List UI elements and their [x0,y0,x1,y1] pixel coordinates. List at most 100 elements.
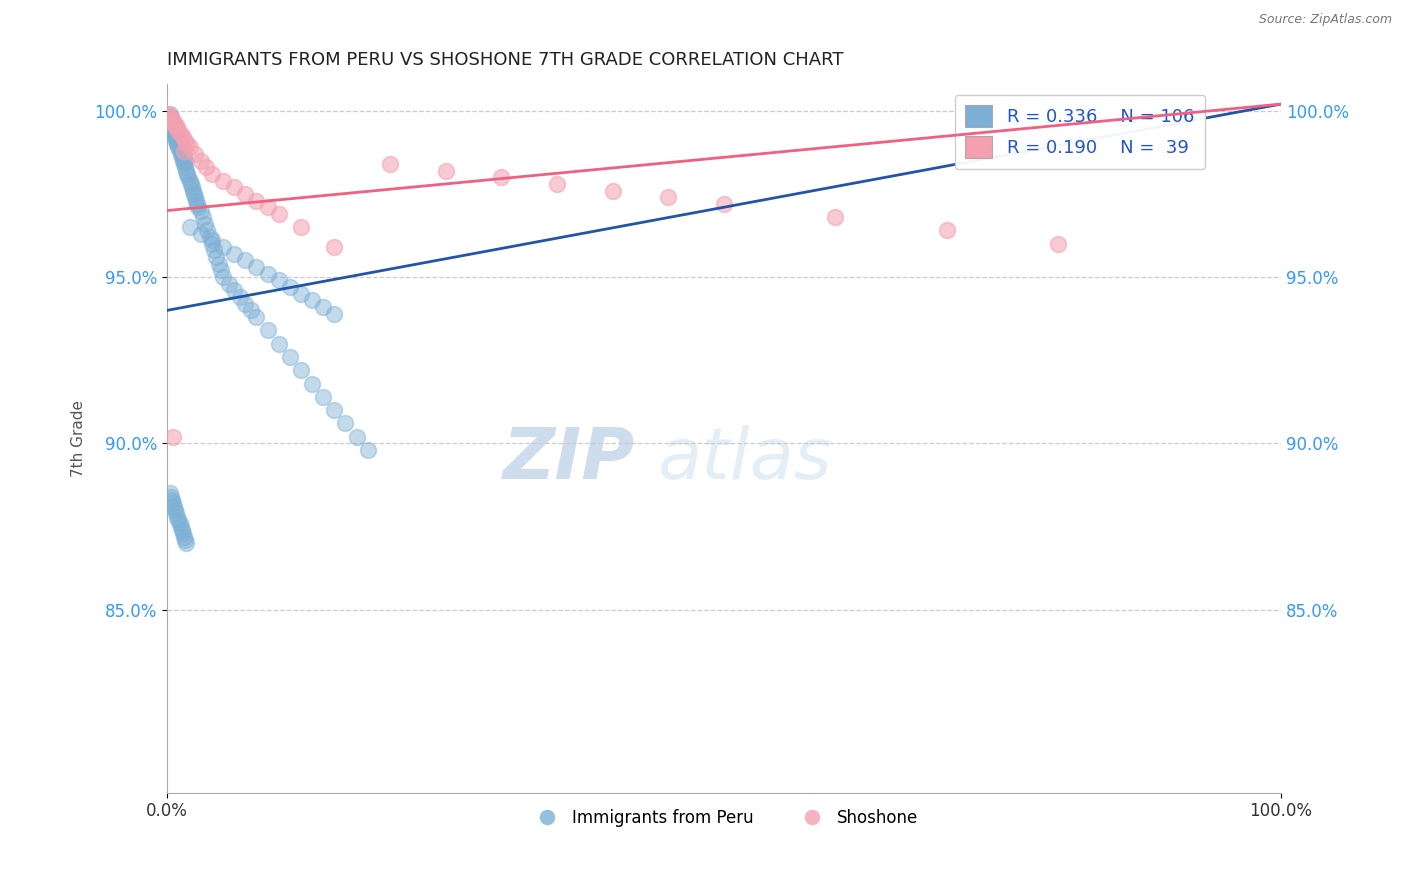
Point [162,430,184,444]
Point [205,250,228,264]
Point [183,186,205,201]
Point [172,130,194,145]
Point [174,161,197,175]
Point [267,336,290,351]
Point [824,210,846,224]
Point [191,210,214,224]
Point [173,150,195,164]
Point [167,134,190,148]
Text: IMMIGRANTS FROM PERU VS SHOSHONE 7TH GRADE CORRELATION CHART: IMMIGRANTS FROM PERU VS SHOSHONE 7TH GRA… [167,51,844,69]
Point [335,417,357,431]
Point [657,190,679,204]
Point [602,184,624,198]
Point [169,144,191,158]
Point [165,503,187,517]
Point [180,180,202,194]
Point [176,167,198,181]
Text: ZIP: ZIP [503,425,636,494]
Point [245,310,267,324]
Point [184,190,207,204]
Point [207,257,229,271]
Point [181,184,204,198]
Point [278,280,301,294]
Point [290,363,312,377]
Point [1047,236,1070,251]
Point [162,117,184,131]
Point [167,136,190,151]
Point [173,144,195,158]
Point [160,113,183,128]
Point [209,263,232,277]
Point [301,376,323,391]
Point [228,290,250,304]
Point [159,113,181,128]
Point [159,486,181,500]
Point [323,403,346,417]
Point [190,153,212,168]
Point [239,303,262,318]
Point [173,157,195,171]
Text: Source: ZipAtlas.com: Source: ZipAtlas.com [1258,13,1392,27]
Point [224,180,246,194]
Point [224,284,246,298]
Point [245,194,267,208]
Point [166,120,188,135]
Point [180,177,202,191]
Point [245,260,267,274]
Point [166,136,188,151]
Point [169,140,191,154]
Point [163,120,186,135]
Point [346,430,368,444]
Point [165,134,187,148]
Point [160,113,183,128]
Point [162,120,184,135]
Legend: Immigrants from Peru, Shoshone: Immigrants from Peru, Shoshone [523,803,925,834]
Point [167,124,190,138]
Point [167,130,190,145]
Point [190,203,212,218]
Point [179,173,201,187]
Point [212,270,235,285]
Point [159,111,181,125]
Point [159,490,181,504]
Point [165,130,187,145]
Point [197,223,219,237]
Point [170,523,193,537]
Point [278,350,301,364]
Point [169,136,191,151]
Point [190,227,212,241]
Point [184,147,207,161]
Point [179,140,201,154]
Point [935,223,957,237]
Point [179,220,201,235]
Point [187,200,209,214]
Point [312,300,335,314]
Point [163,127,186,141]
Y-axis label: 7th Grade: 7th Grade [72,400,86,477]
Point [312,390,335,404]
Point [177,170,200,185]
Point [212,240,235,254]
Point [159,117,181,131]
Point [157,111,180,125]
Point [162,496,184,510]
Point [176,136,198,151]
Point [167,140,190,154]
Point [167,513,190,527]
Point [172,147,194,161]
Point [267,207,290,221]
Point [301,293,323,308]
Point [323,307,346,321]
Point [218,277,240,291]
Point [169,147,191,161]
Point [165,127,187,141]
Point [198,230,221,244]
Point [166,134,188,148]
Point [224,246,246,260]
Point [256,323,278,337]
Point [172,526,194,541]
Point [173,529,195,543]
Point [159,107,181,121]
Point [163,500,186,514]
Point [163,117,186,131]
